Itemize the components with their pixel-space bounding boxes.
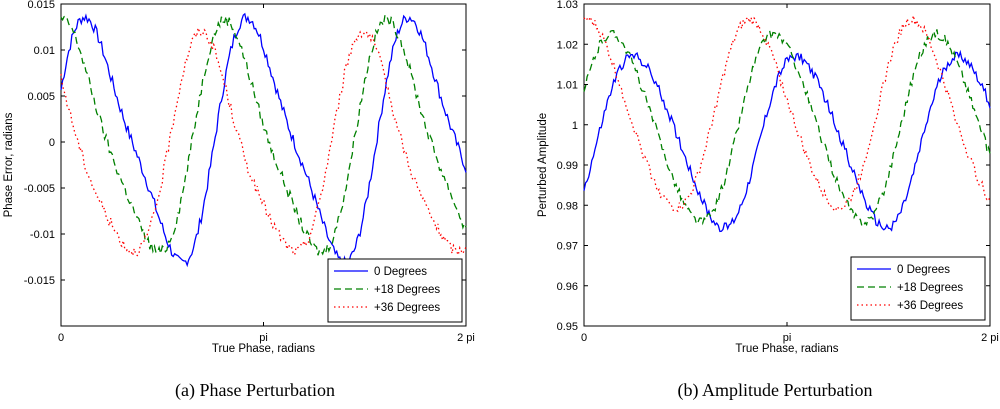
y-tick-label: -0.01: [30, 229, 55, 241]
panel-phase-perturbation: -0.015 -0.01 -0.005 0 0.005 0.01 0.015 0 pi 2 pi…: [3, 0, 475, 401]
legend-label: 0 Degrees: [897, 264, 950, 276]
series-lines: [583, 14, 991, 233]
y-tick-label: 0.97: [557, 241, 578, 253]
y-tick-label: 0: [49, 137, 55, 149]
legend: 0 Degrees +18 Degrees +36 Degrees: [327, 258, 463, 323]
y-tick-label: 0.95: [557, 321, 578, 333]
x-tick-label: 0: [581, 332, 587, 344]
y-tick-label: -0.015: [24, 275, 55, 287]
series-line-3: [60, 25, 467, 258]
x-tick-label: 2 pi: [457, 332, 475, 344]
y-tick-label: 0.96: [557, 281, 578, 293]
caption: (a) Phase Perturbation: [175, 380, 335, 401]
y-tick-label: 0.98: [557, 200, 578, 212]
caption: (b) Amplitude Perturbation: [678, 380, 873, 401]
y-axis-ticks: 0.95 0.96 0.97 0.98 0.99 1 1.01 1.02 1.03: [557, 0, 990, 333]
x-axis-label: True Phase, radians: [735, 343, 838, 355]
x-tick-label: 0: [58, 332, 64, 344]
x-axis-label: True Phase, radians: [212, 343, 315, 355]
series-line-1: [583, 49, 991, 233]
series-line-2: [60, 14, 467, 256]
y-tick-label: 0.99: [557, 160, 578, 172]
y-tick-label: 1.02: [557, 39, 578, 51]
legend-box: [327, 258, 463, 323]
y-axis-ticks: -0.015 -0.01 -0.005 0 0.005 0.01 0.015: [24, 0, 466, 287]
panel-amplitude-perturbation: 0.95 0.96 0.97 0.98 0.99 1 1.01 1.02 1.03 0 pi 2 p…: [537, 0, 999, 401]
x-tick-label: 2 pi: [981, 332, 999, 344]
y-axis-label: Perturbed Amplitude: [537, 113, 549, 217]
legend-box: [850, 256, 986, 321]
legend-label: +36 Degrees: [374, 302, 440, 314]
legend-label: +18 Degrees: [374, 284, 440, 296]
legend-label: +36 Degrees: [897, 300, 963, 312]
y-tick-label: 0.015: [27, 0, 55, 11]
series-line-3: [583, 14, 991, 213]
x-axis-ticks: 0 pi 2 pi: [581, 4, 999, 344]
y-tick-label: 0.01: [34, 45, 55, 57]
y-tick-label: -0.005: [24, 183, 55, 195]
y-tick-label: 1.03: [557, 0, 578, 11]
y-tick-label: 0.005: [27, 91, 55, 103]
series-line-1: [60, 12, 467, 268]
legend-label: 0 Degrees: [374, 266, 427, 278]
y-axis-label: Phase Error, radians: [3, 112, 15, 217]
x-tick-label: pi: [259, 332, 268, 344]
x-axis-ticks: 0 pi 2 pi: [58, 4, 475, 344]
y-tick-label: 1: [572, 120, 578, 132]
x-tick-label: pi: [783, 332, 792, 344]
legend-label: +18 Degrees: [897, 282, 963, 294]
y-tick-label: 1.01: [557, 80, 578, 92]
series-lines: [60, 12, 467, 268]
legend: 0 Degrees +18 Degrees +36 Degrees: [850, 256, 986, 321]
series-line-2: [583, 28, 991, 228]
